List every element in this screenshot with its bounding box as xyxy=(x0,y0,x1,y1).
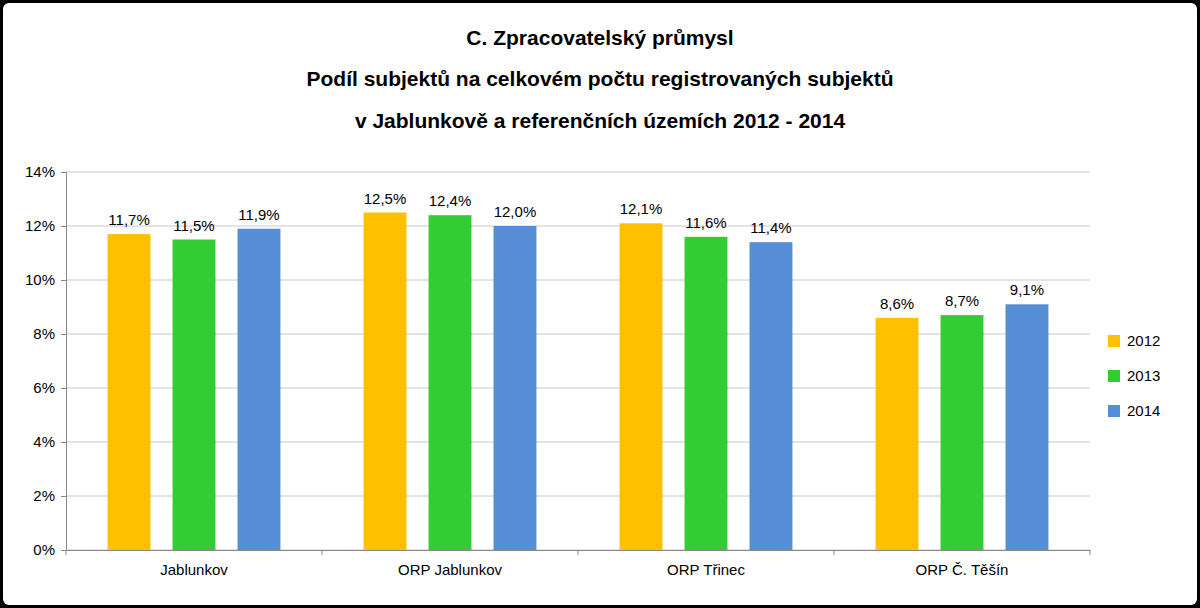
y-tick-mark xyxy=(61,334,66,335)
data-label: 11,7% xyxy=(108,211,149,228)
legend-label: 2012 xyxy=(1127,332,1160,349)
legend-label: 2014 xyxy=(1127,402,1160,419)
chart: C. Zpracovatelský průmysl Podíl subjektů … xyxy=(0,0,1200,608)
y-tick-label: 6% xyxy=(33,379,55,396)
y-tick: 12% xyxy=(25,217,66,234)
bar xyxy=(238,229,281,550)
data-label: 11,5% xyxy=(173,217,214,234)
x-axis: Jablunkov ORP Jablunkov ORP Třinec ORP Č. T… xyxy=(67,550,1091,578)
y-tick-label: 14% xyxy=(25,163,55,180)
title: v Jablunkově a referenčních územích 2012… xyxy=(355,109,846,132)
y-tick-label: 0% xyxy=(33,541,55,558)
legend-label: 2013 xyxy=(1127,367,1160,384)
data-label: 8,7% xyxy=(945,292,979,309)
x-tick-label: ORP Jablunkov xyxy=(398,561,502,578)
legend-swatch xyxy=(1108,370,1120,382)
y-tick-mark xyxy=(61,550,66,551)
x-tick-label: Jablunkov xyxy=(160,561,228,578)
y-tick-label: 8% xyxy=(33,325,55,342)
bar xyxy=(429,215,472,550)
data-label: 12,0% xyxy=(494,203,537,220)
bar xyxy=(173,240,216,551)
y-tick-label: 12% xyxy=(25,217,55,234)
y-tick: 14% xyxy=(25,163,66,180)
x-separator xyxy=(834,550,835,555)
data-label: 11,9% xyxy=(238,206,279,223)
x-separator xyxy=(578,550,579,555)
legend-swatch xyxy=(1108,335,1120,347)
data-label: 11,4% xyxy=(750,219,791,236)
y-tick: 0% xyxy=(33,541,66,558)
x-tick: ORP Třinec xyxy=(667,550,745,578)
grid-line xyxy=(66,442,1090,443)
y-tick-mark xyxy=(61,280,66,281)
data-label: 8,6% xyxy=(880,295,914,312)
grid-line xyxy=(66,388,1090,389)
data-label: 12,4% xyxy=(429,192,472,209)
title: C. Zpracovatelský průmysl xyxy=(466,26,733,49)
grid-line xyxy=(66,226,1090,227)
bar xyxy=(108,234,151,550)
data-label: 12,1% xyxy=(620,200,663,217)
x-tick-label: ORP Č. Těšín xyxy=(916,561,1009,578)
y-axis-line xyxy=(61,173,67,551)
x-separators xyxy=(66,550,1090,555)
y-tick-mark xyxy=(61,226,66,227)
data-label: 12,5% xyxy=(364,190,407,207)
data-label: 11,6% xyxy=(685,214,726,231)
x-tick: ORP Jablunkov xyxy=(398,550,502,578)
bar xyxy=(941,315,984,550)
y-tick-label: 4% xyxy=(33,433,55,450)
y-tick: 10% xyxy=(25,271,66,288)
x-tick: Jablunkov xyxy=(160,550,228,578)
bars xyxy=(108,213,1049,551)
x-tick-label: ORP Třinec xyxy=(667,561,745,578)
bar xyxy=(494,226,537,550)
bar xyxy=(685,237,728,550)
bar xyxy=(876,318,919,550)
y-tick-label: 2% xyxy=(33,487,55,504)
grid-line xyxy=(66,496,1090,497)
grid-line xyxy=(66,334,1090,335)
y-tick: 6% xyxy=(33,379,66,396)
legend: 2012 2013 2014 xyxy=(1108,332,1160,419)
grid-line xyxy=(66,280,1090,281)
y-tick: 8% xyxy=(33,325,66,342)
background xyxy=(3,3,1197,605)
y-axis: 0% 2% 4% 6% 8% 10% 12% 14% xyxy=(25,163,67,558)
legend-swatch xyxy=(1108,405,1120,417)
y-tick: 2% xyxy=(33,487,66,504)
x-separator xyxy=(322,550,323,555)
y-tick-mark xyxy=(61,496,66,497)
y-tick-mark xyxy=(61,388,66,389)
bar xyxy=(620,223,663,550)
y-tick: 4% xyxy=(33,433,66,450)
data-labels: 11,7% 12,5% 12,1% 8,6% 11,5% 12,4% 11,6% 8,7% 11… xyxy=(108,190,1044,312)
bar xyxy=(750,242,793,550)
y-tick-mark xyxy=(61,172,66,173)
x-tick: ORP Č. Těšín xyxy=(916,550,1009,578)
y-tick-label: 10% xyxy=(25,271,55,288)
title: Podíl subjektů na celkovém počtu registr… xyxy=(307,67,894,90)
x-separator xyxy=(66,550,67,555)
y-tick-mark xyxy=(61,442,66,443)
grid xyxy=(66,172,1090,550)
data-label: 9,1% xyxy=(1010,281,1044,298)
x-separator xyxy=(1090,550,1091,555)
bar xyxy=(1006,304,1049,550)
grid-line xyxy=(66,172,1090,173)
bar xyxy=(364,213,407,551)
